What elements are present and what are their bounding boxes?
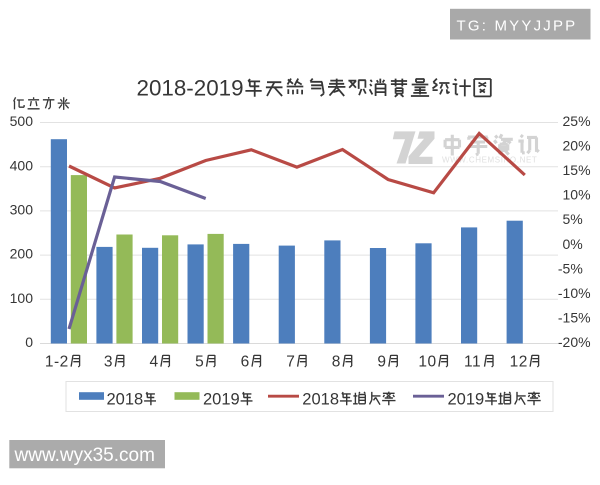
svg-text:500: 500 [10, 113, 34, 129]
svg-text:4: 4 [150, 354, 159, 371]
svg-text:20%: 20% [563, 138, 591, 154]
svg-text:11: 11 [464, 354, 481, 371]
svg-text:7: 7 [286, 354, 295, 371]
svg-text:6: 6 [241, 354, 250, 371]
svg-text:2018: 2018 [107, 390, 144, 408]
svg-text:TG: MYYJJPP: TG: MYYJJPP [457, 18, 578, 35]
svg-text:5%: 5% [563, 211, 583, 227]
svg-text:0%: 0% [563, 236, 583, 252]
svg-text:-10%: -10% [558, 285, 591, 301]
svg-text:200: 200 [10, 246, 34, 262]
svg-text:-15%: -15% [558, 310, 591, 326]
svg-text:10: 10 [418, 354, 436, 371]
svg-text:-20%: -20% [558, 334, 591, 350]
svg-text:400: 400 [10, 157, 34, 173]
svg-text:www.wyx35.com: www.wyx35.com [14, 445, 155, 466]
svg-text:8: 8 [332, 354, 341, 371]
svg-text:12: 12 [510, 354, 528, 371]
svg-text:2019: 2019 [448, 390, 485, 408]
svg-text:2018-2019: 2018-2019 [137, 76, 244, 101]
svg-text:9: 9 [377, 354, 386, 371]
svg-text:5: 5 [195, 354, 204, 371]
svg-text:-5%: -5% [558, 260, 583, 276]
svg-text:1-2: 1-2 [45, 354, 69, 371]
svg-text:100: 100 [10, 290, 34, 306]
svg-text:3: 3 [104, 354, 113, 371]
svg-text:0: 0 [25, 334, 33, 350]
svg-text:10%: 10% [563, 187, 591, 203]
svg-text:25%: 25% [563, 113, 591, 129]
svg-text:300: 300 [10, 202, 34, 218]
svg-text:2018: 2018 [302, 390, 339, 408]
svg-text:WWW.CHEMSINO.NET: WWW.CHEMSINO.NET [442, 156, 537, 165]
svg-text:2019: 2019 [203, 390, 240, 408]
svg-text:15%: 15% [563, 162, 591, 178]
